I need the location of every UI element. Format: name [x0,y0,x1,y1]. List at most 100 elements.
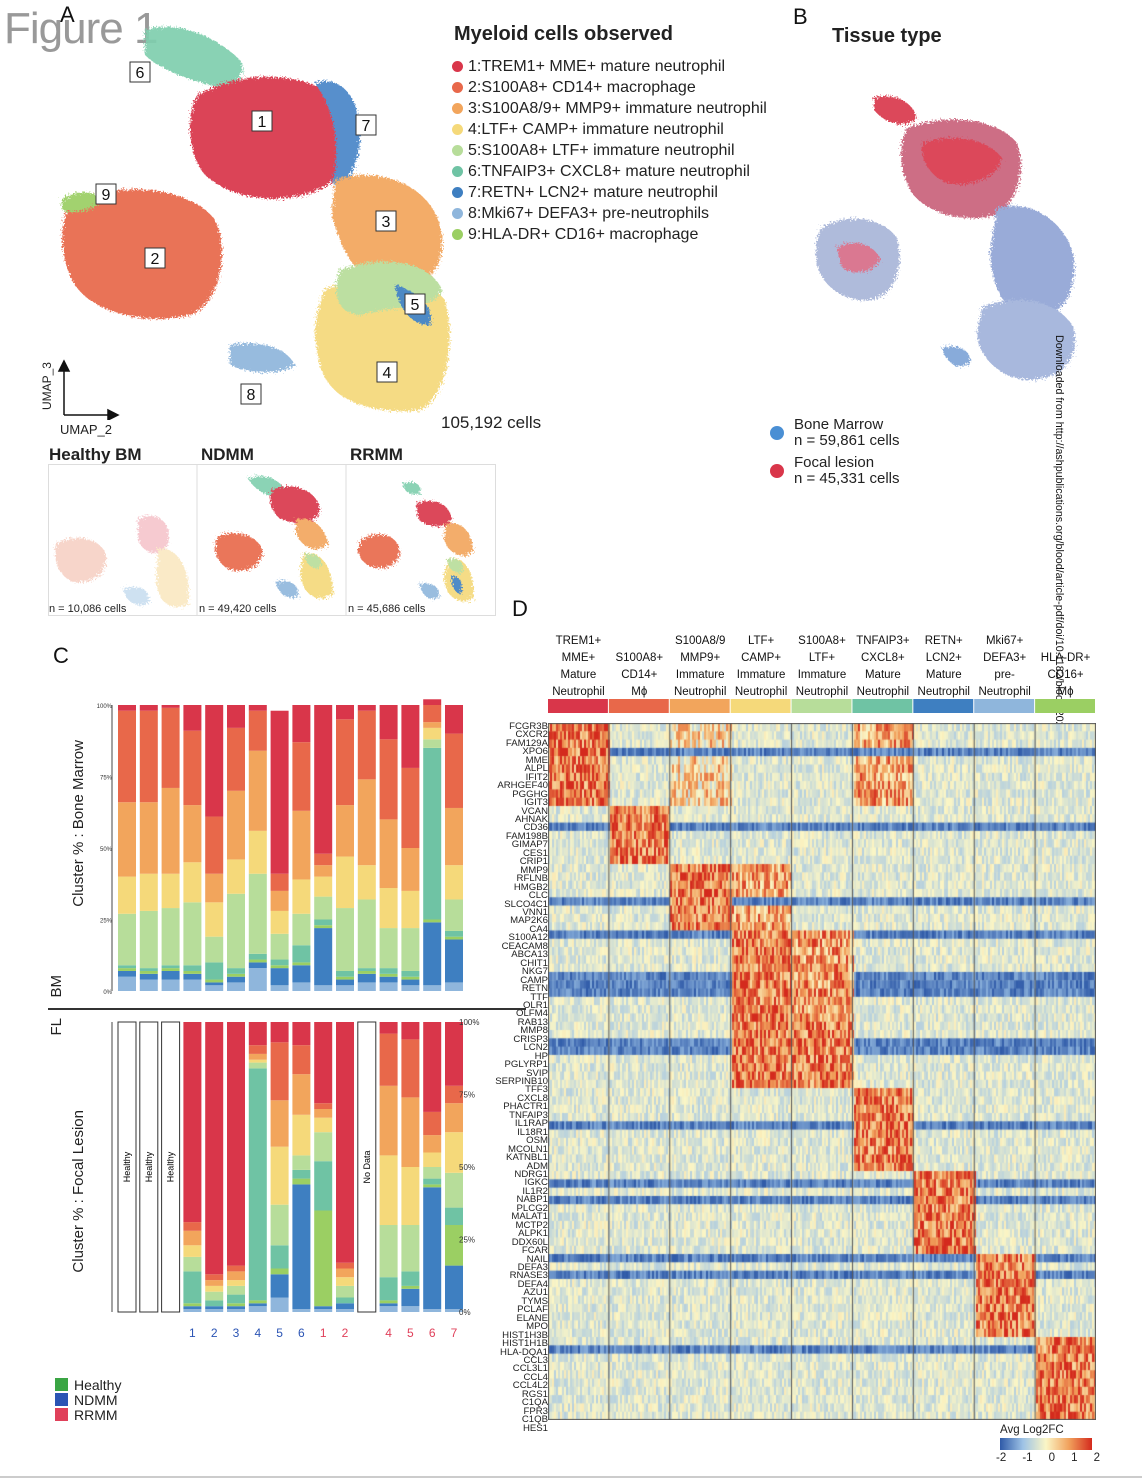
heatmap-gene-label: CAMP [520,974,548,986]
chart-bar-segment [445,930,463,937]
heatmap-header-line: Neutrophil [795,686,849,698]
chart-bar-segment [183,1309,202,1312]
chart-bar-segment [314,1309,333,1312]
chart-bar-segment [161,908,180,966]
heatmap-gene-label: AZU1 [523,1287,548,1299]
chart-bar-segment [292,742,311,811]
scale-tick: -2 [996,1452,1007,1464]
heatmap-header-line: Neutrophil [673,686,727,698]
heatmap-gene-label: IGKC [524,1177,548,1189]
chart-bar-segment [292,982,311,991]
chart-y-tick-label: 50% [100,847,113,853]
heatmap-gene-label: HIST1H1B [502,1338,548,1350]
chart-bar-segment [248,1059,267,1063]
chart-bar-segment [379,1022,398,1034]
cluster-legend-item: 4:LTF+ CAMP+ immature neutrophil [452,119,767,140]
chart-bar-segment [336,908,354,971]
chart-bar-segment [401,767,420,848]
chart-bar-segment [401,985,420,991]
chart-bar-segment [445,1022,463,1086]
cluster-legend-label: 9:HLA-DR+ CD16+ macrophage [468,225,699,243]
chart-bar-segment [423,1152,442,1167]
chart-bar-segment [205,962,224,980]
heatmap-header-line: Mϕ [631,686,648,698]
chart-bar-segment [183,973,202,980]
chart-empty-bar-label: Healthy [144,1151,154,1182]
heatmap-gene-label: CCL4L2 [512,1380,548,1392]
heatmap-header-line: Immature [675,669,725,681]
chart-bar-segment [314,1161,333,1211]
chart-y-tick-label: 50% [459,1163,475,1172]
chart-bar-segment [401,705,420,768]
chart-bar-segment [445,807,463,866]
chart-bar-segment [139,802,158,874]
chart-bar-segment [292,1114,311,1156]
scale-tick: 1 [1071,1452,1078,1464]
subset-title-rrmm: RRMM [350,445,403,464]
chart-bar-segment [423,705,442,723]
panel-label-d: D [512,596,528,621]
chart-bar-segment [423,727,442,740]
heatmap-cluster-swatch [1035,699,1095,713]
heatmap-cluster-swatch [974,699,1035,713]
chart-bar-segment [270,933,289,960]
scale-tick: -1 [1022,1452,1033,1464]
chart-category-label: 5 [276,1326,283,1340]
chart-bar-segment [248,1053,267,1060]
chart-bar-segment [401,1167,420,1225]
chart-y-tick-label: 25% [459,1236,475,1245]
heatmap-column-header: RETN+ LCN2+ Mature Neutrophil [913,633,974,701]
chart-bar-segment [270,1268,289,1275]
chart-bar-segment [161,965,180,969]
chart-bar-segment [357,705,376,711]
chart-bar-segment [139,873,158,911]
chart-bar-segment [205,873,224,903]
chart-bar-segment [379,968,398,974]
heatmap-header-line: Mature [925,669,962,681]
chart-bar-segment [401,890,420,929]
heatmap-gene-label: OLR1 [522,999,548,1011]
heatmap-gene-label: HP [534,1050,548,1062]
umap-axes-arrows [57,359,120,420]
heatmap-gene-label: FPR3 [523,1405,548,1417]
chart-bar-segment [248,1062,267,1069]
chart-bar-segment [445,1265,463,1310]
chart-bar-segment [270,1274,289,1298]
chart-bar-segment [292,1074,311,1115]
chart-bar-segment [357,710,376,780]
heatmap-gene-label: SERPINB10 [495,1076,548,1088]
chart-bar-segment [314,985,333,991]
heatmap-gene-label: ADM [526,1160,548,1172]
heatmap-gene-label: PGLYRP1 [504,1059,548,1071]
chart-bar-segment [379,1033,398,1086]
heatmap-gene-label: OLFM4 [516,1008,548,1020]
heatmap-header-line: S100A8+ [798,635,846,647]
chart-bar-segment [118,970,136,977]
chart-bar-segment [401,1022,420,1040]
chart-bar-segment [423,1022,442,1112]
heatmap-gene-label: TTF [530,991,548,1003]
chart-bar-segment [161,970,180,980]
group-legend-label: Healthy [74,1376,122,1393]
chart-bar-segment [292,1178,311,1185]
chart-bar-segment [118,913,136,966]
heatmap-header-line: Immature [797,669,847,681]
heatmap-header-line: Neutrophil [856,686,910,698]
cluster-legend-item: 1:TREM1+ MME+ mature neutrophil [452,56,767,77]
chart-bar-segment [445,899,463,931]
umap-axis-y-label: UMAP_3 [40,362,54,411]
heatmap-header-line: Mature [864,669,901,681]
chart-bar-segment [248,1300,267,1304]
chart-bar-segment [292,810,311,880]
heatmap-gene-label: CCL3 [523,1354,548,1366]
chart-bar-segment [248,1068,267,1301]
chart-bar-segment [379,1306,398,1312]
chart-bar-segment [357,899,376,969]
fl-strip-label: FL [48,1018,65,1036]
heatmap-gene-label: HES1 [522,1422,548,1434]
group-legend-item: NDMM [55,1392,121,1408]
chart-bar-segment [336,1309,354,1312]
umap-subset-panels [48,464,496,616]
chart-bar-segment [139,910,158,969]
heatmap-gene-label: NKG7 [521,966,548,978]
